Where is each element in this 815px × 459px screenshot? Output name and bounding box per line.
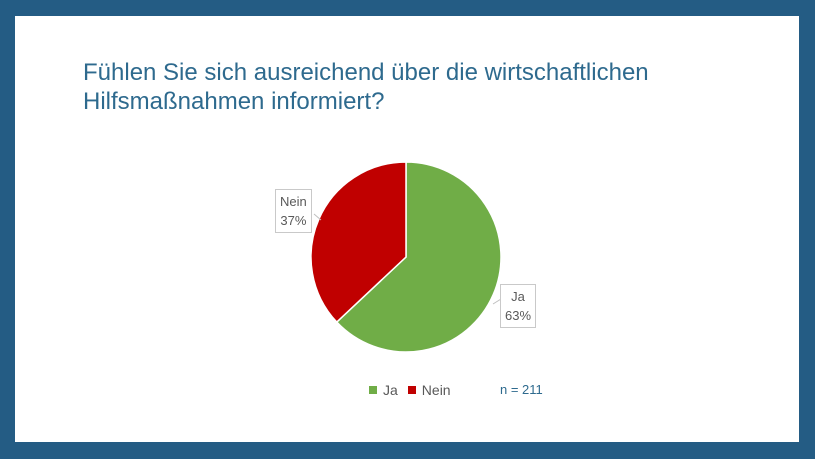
pie-slice-ja (335, 161, 502, 353)
legend-swatch-ja (369, 386, 377, 394)
leader-line-nein (313, 213, 322, 221)
leader-line-ja (492, 298, 502, 305)
data-label-nein-name: Nein (280, 194, 307, 209)
data-label-ja-name: Ja (511, 289, 525, 304)
data-label-ja-value: 63% (505, 308, 532, 323)
pie-slice-nein (310, 161, 407, 324)
chart-legend: Ja Nein (369, 382, 461, 398)
legend-item-ja: Ja (369, 382, 398, 398)
data-label-ja: Ja 63% (500, 284, 537, 328)
slide: Fühlen Sie sich ausreichend über die wir… (15, 16, 799, 442)
slide-title: Fühlen Sie sich ausreichend über die wir… (83, 59, 649, 115)
legend-label-ja: Ja (383, 382, 398, 398)
legend-swatch-nein (407, 386, 416, 394)
sample-size-note: n = 211 (500, 382, 543, 397)
pie-chart (310, 161, 502, 353)
data-label-nein: Nein 37% (275, 189, 312, 233)
legend-label-nein: Nein (421, 382, 451, 398)
data-label-nein-value: 37% (280, 213, 307, 228)
legend-item-nein: Nein (407, 382, 451, 398)
